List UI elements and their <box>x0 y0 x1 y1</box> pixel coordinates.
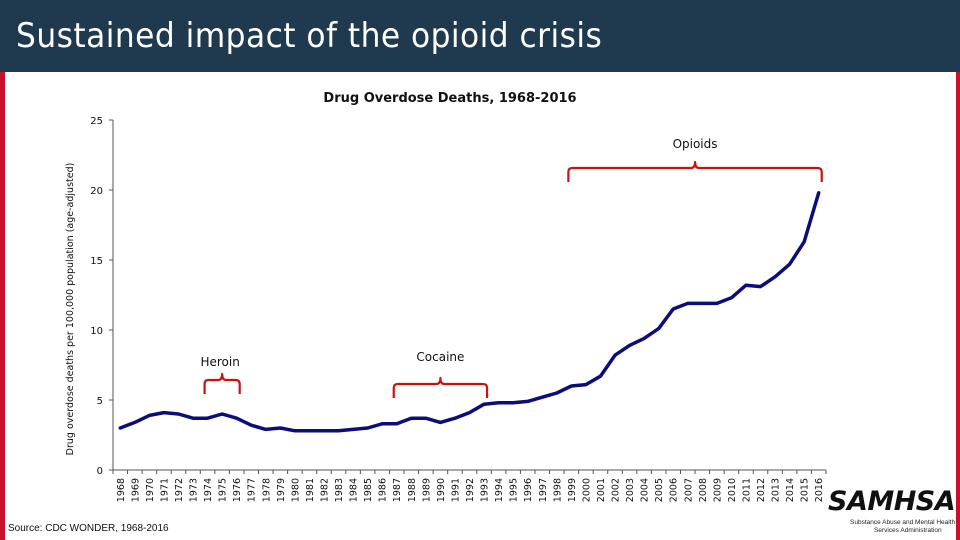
x-tick-label: 2010 <box>727 478 738 502</box>
x-tick-label: 1989 <box>421 478 432 502</box>
left-accent-stripe <box>0 72 5 540</box>
annotation-label-opioids: Opioids <box>673 137 718 151</box>
y-tick-label: 10 <box>90 326 103 337</box>
y-tick-label: 5 <box>97 396 103 407</box>
x-tick-label: 2011 <box>741 478 752 502</box>
logo-tagline-2: Services Administration <box>874 527 942 534</box>
x-tick-label: 1991 <box>450 478 461 502</box>
slide-title: Sustained impact of the opioid crisis <box>16 16 603 56</box>
x-tick-label: 1998 <box>552 478 563 502</box>
slide-header: Sustained impact of the opioid crisis <box>0 0 960 72</box>
x-tick-label: 1985 <box>363 478 374 502</box>
x-tick-label: 1968 <box>116 478 127 502</box>
x-tick-label: 1984 <box>349 478 360 502</box>
x-tick-label: 1996 <box>523 478 534 502</box>
x-tick-label: 2000 <box>581 478 592 502</box>
x-tick-label: 1981 <box>305 478 316 502</box>
logo-wordmark: SAMHSA <box>828 486 956 517</box>
x-tick-label: 1974 <box>203 478 214 502</box>
x-tick-label: 1975 <box>218 478 229 502</box>
source-note: Source: CDC WONDER, 1968-2016 <box>8 523 169 534</box>
x-tick-label: 1971 <box>159 478 170 502</box>
x-tick-label: 2007 <box>683 478 694 502</box>
x-tick-label: 1997 <box>538 478 549 502</box>
x-tick-label: 1995 <box>509 478 520 502</box>
x-tick-label: 1988 <box>407 478 418 502</box>
x-tick-label: 2006 <box>669 478 680 502</box>
x-tick-label: 1973 <box>189 478 200 502</box>
y-tick-label: 20 <box>90 186 103 197</box>
x-tick-label: 2002 <box>611 478 622 502</box>
x-tick-label: 1983 <box>334 478 345 502</box>
x-tick-label: 2013 <box>771 478 782 502</box>
x-tick-label: 2015 <box>800 478 811 502</box>
x-tick-label: 2001 <box>596 478 607 502</box>
chart-title: Drug Overdose Deaths, 1968-2016 <box>323 91 576 106</box>
y-tick-label: 25 <box>90 116 103 127</box>
x-tick-label: 1969 <box>130 478 141 502</box>
x-tick-label: 2009 <box>712 478 723 502</box>
annotation-label-heroin: Heroin <box>200 355 239 369</box>
x-tick-label: 1982 <box>319 478 330 502</box>
x-tick-label: 1976 <box>232 478 243 502</box>
x-tick-label: 1987 <box>392 478 403 502</box>
x-tick-label: 2012 <box>756 478 767 502</box>
x-tick-label: 1979 <box>276 478 287 502</box>
x-tick-label: 1986 <box>378 478 389 502</box>
x-tick-label: 2008 <box>698 478 709 502</box>
x-tick-label: 1972 <box>174 478 185 502</box>
x-tick-label: 2005 <box>654 478 665 502</box>
y-tick-label: 15 <box>90 256 103 267</box>
right-accent-stripe <box>956 72 960 540</box>
x-tick-label: 1992 <box>465 478 476 502</box>
x-tick-label: 2016 <box>814 478 825 502</box>
x-tick-label: 1994 <box>494 478 505 502</box>
series-line <box>118 191 821 433</box>
y-axis-label: Drug overdose deaths per 100,000 populat… <box>65 163 76 456</box>
annotation-label-cocaine: Cocaine <box>416 350 464 364</box>
x-tick-label: 2014 <box>785 478 796 502</box>
logo-tagline-1: Substance Abuse and Mental Health <box>850 519 956 526</box>
samhsa-logo: SAMHSA Substance Abuse and Mental Health… <box>826 486 960 540</box>
annotation-bracket-opioids <box>567 160 823 182</box>
x-tick-label: 1980 <box>290 478 301 502</box>
y-tick-label: 0 <box>97 466 103 477</box>
x-tick-label: 1978 <box>261 478 272 502</box>
x-tick-label: 1970 <box>145 478 156 502</box>
x-tick-label: 1999 <box>567 478 578 502</box>
x-tick-label: 2003 <box>625 478 636 502</box>
annotation-bracket-heroin <box>203 372 241 394</box>
x-tick-label: 1993 <box>480 478 491 502</box>
x-tick-label: 1977 <box>247 478 258 502</box>
x-tick-label: 1990 <box>436 478 447 502</box>
x-tick-label: 2004 <box>640 478 651 502</box>
annotation-bracket-cocaine <box>392 376 489 398</box>
